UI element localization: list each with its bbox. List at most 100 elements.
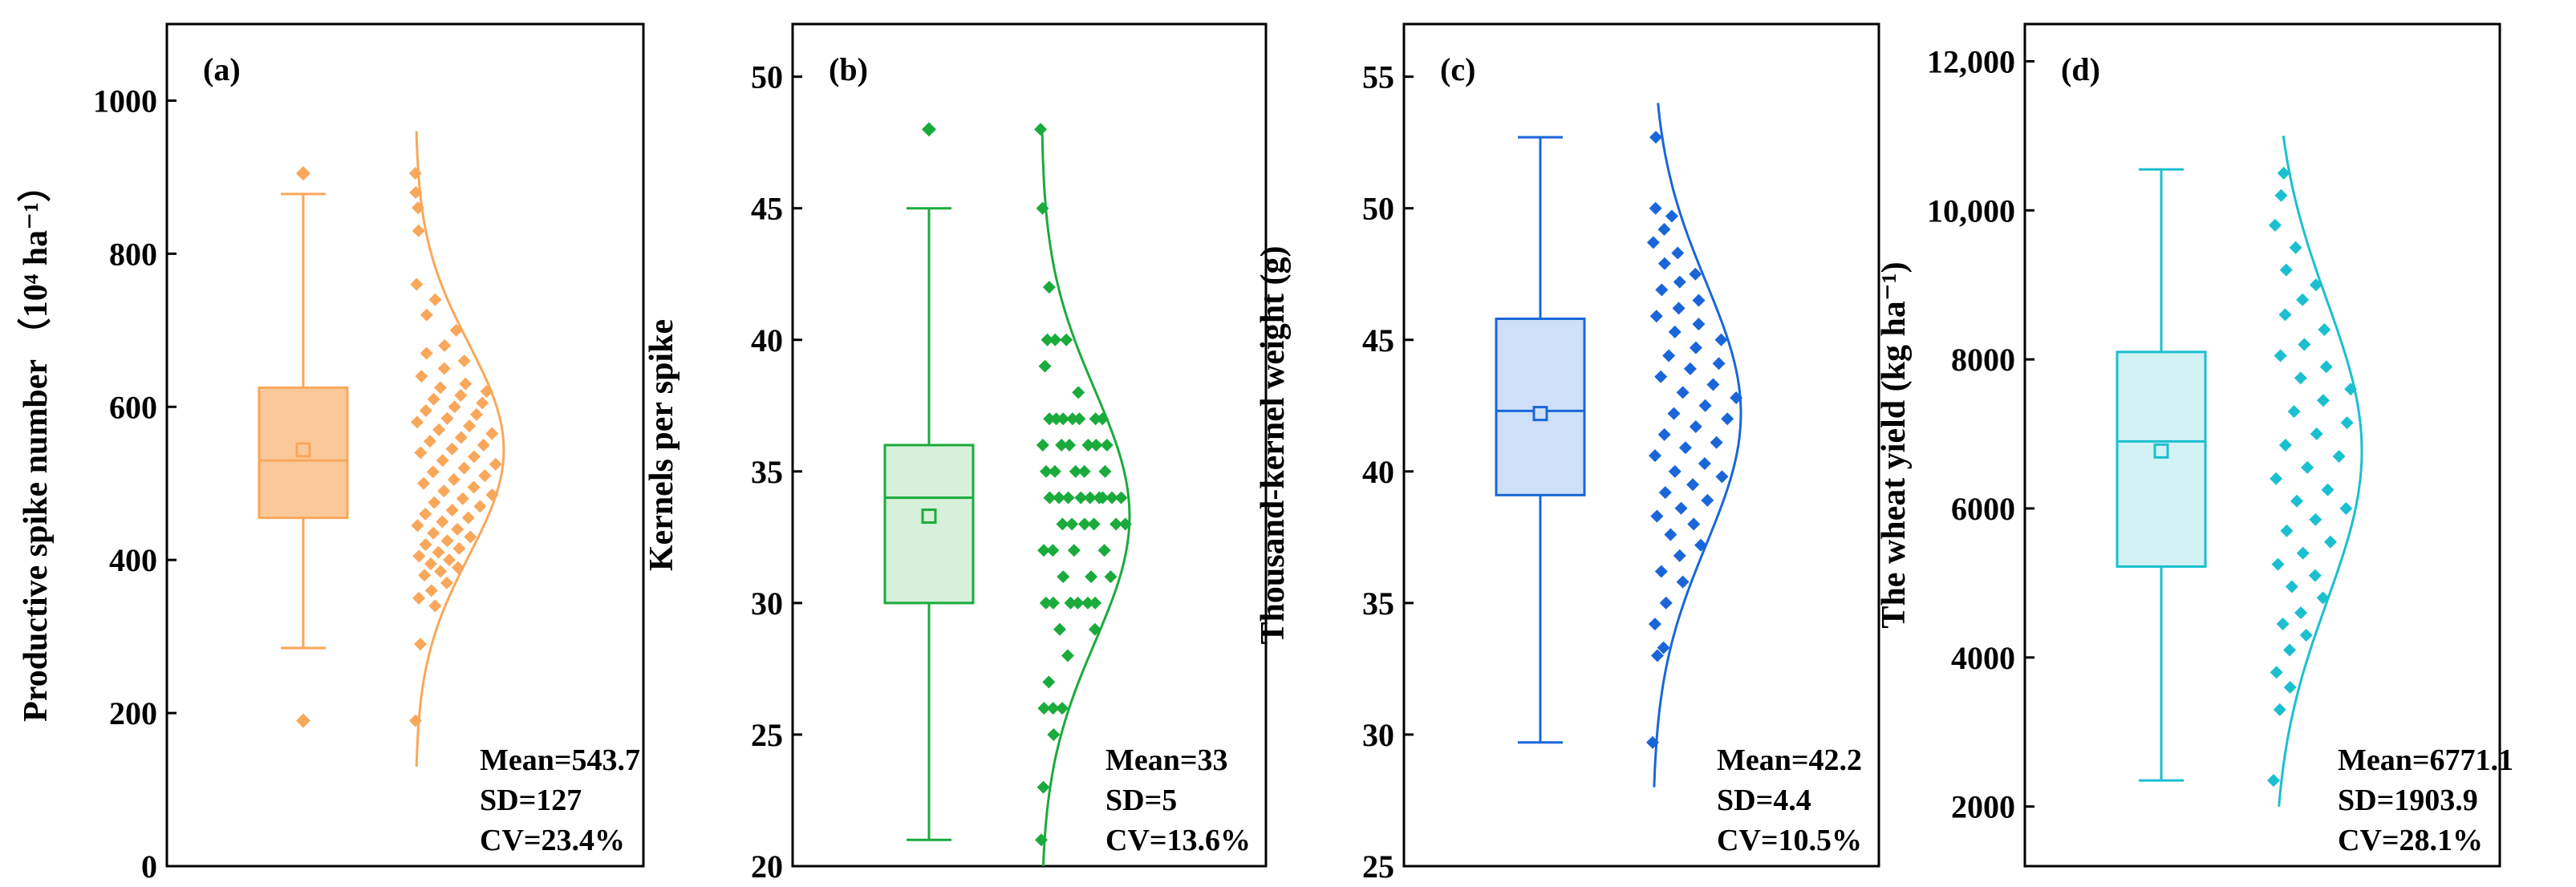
stat-cv: CV=28.1% [2338,824,2483,857]
panel-label: (d) [2061,51,2100,87]
data-point [424,557,437,570]
data-point [1712,357,1726,371]
data-point [452,541,466,555]
data-point [1089,439,1103,452]
y-tick-label: 10,000 [1927,192,2015,229]
data-point [1083,491,1097,504]
data-point [1074,491,1088,504]
data-point [408,167,422,180]
data-point [489,457,502,471]
data-point [480,385,493,399]
data-point [2276,618,2290,631]
stat-cv: CV=10.5% [1717,824,1862,857]
data-point [2296,293,2310,306]
data-point [2308,569,2322,582]
y-tick-label: 200 [109,695,157,731]
data-point [1067,544,1081,557]
density-curve [2278,136,2363,807]
data-point [415,370,428,383]
data-point [1650,649,1664,662]
data-point [445,504,459,517]
data-point [1061,491,1075,504]
density-curve [1041,129,1131,867]
box-mean-marker [2153,443,2169,459]
data-point [437,362,451,375]
plot-frame [791,22,1268,868]
data-point [1668,464,1681,478]
data-point [1648,618,1661,631]
data-point [1053,622,1066,636]
stat-cv: CV=13.6% [1105,824,1251,857]
data-point [461,511,475,525]
data-point [428,599,442,613]
data-point [1060,333,1073,346]
data-point [478,469,492,483]
data-point [1118,517,1132,531]
chart-panel: 25 30 35 40 45 50 55 Thousand-kernel weight (g)… [1255,22,1880,885]
data-point [411,415,424,429]
data-point [1678,441,1692,455]
data-point [1687,517,1701,531]
data-point [1686,478,1700,492]
data-point [467,450,481,464]
data-point [451,523,464,536]
data-point [1657,427,1671,441]
data-point [432,423,446,436]
y-tick-label: 20 [751,849,783,885]
data-point [1657,222,1671,236]
data-point [2344,383,2358,396]
data-point [2316,591,2330,605]
plot-frame [2023,22,2501,868]
y-tick-label: 40 [751,322,783,358]
stat-sd: SD=4.4 [1717,784,1811,817]
outlier-point [922,122,936,137]
stat-mean: Mean=42.2 [1717,743,1862,777]
data-point [1698,456,1711,470]
data-point [436,515,449,529]
data-point [1649,310,1663,323]
y-tick-label: 35 [751,454,783,490]
data-point [456,492,469,505]
data-point [1071,596,1085,610]
data-point [1065,517,1079,531]
data-point [1646,735,1659,749]
y-tick-label: 30 [1362,717,1394,753]
data-point [454,388,468,402]
data-point [1077,517,1091,531]
data-point [1114,491,1128,504]
data-point [424,584,438,597]
y-tick-label: 800 [109,236,157,272]
data-point [2278,308,2292,322]
data-point [2270,472,2283,485]
data-point [2273,703,2286,716]
box-iqr [2116,350,2207,568]
data-point [1715,470,1729,484]
data-point [1646,236,1660,249]
data-point [1667,407,1681,420]
data-point [2274,349,2287,362]
data-point [436,454,449,468]
y-axis-title: Productive spike number （10⁴ ha⁻¹） [17,168,55,722]
data-point [1683,362,1697,375]
data-point [428,496,441,509]
box-mean-marker [921,508,937,525]
data-point [1100,439,1114,452]
data-point [1085,570,1098,584]
stat-mean: Mean=6771.1 [2338,743,2513,777]
data-point [2298,338,2311,351]
y-tick-label: 25 [1362,849,1394,885]
data-point [1046,702,1060,715]
data-point [1689,341,1702,354]
data-point [2309,278,2322,292]
data-point [1672,302,1686,315]
data-point [1047,727,1061,741]
data-point [2316,394,2330,407]
data-point [1038,359,1052,373]
data-point [442,553,456,567]
chart-panel: 2000 4000 6000 8000 10,000 12,000 The wheat yi… [1876,22,2513,868]
data-point [420,308,433,322]
density-curve [1653,103,1742,788]
y-tick-label: 50 [1362,191,1394,227]
data-point [1088,622,1101,636]
data-point [477,439,490,452]
